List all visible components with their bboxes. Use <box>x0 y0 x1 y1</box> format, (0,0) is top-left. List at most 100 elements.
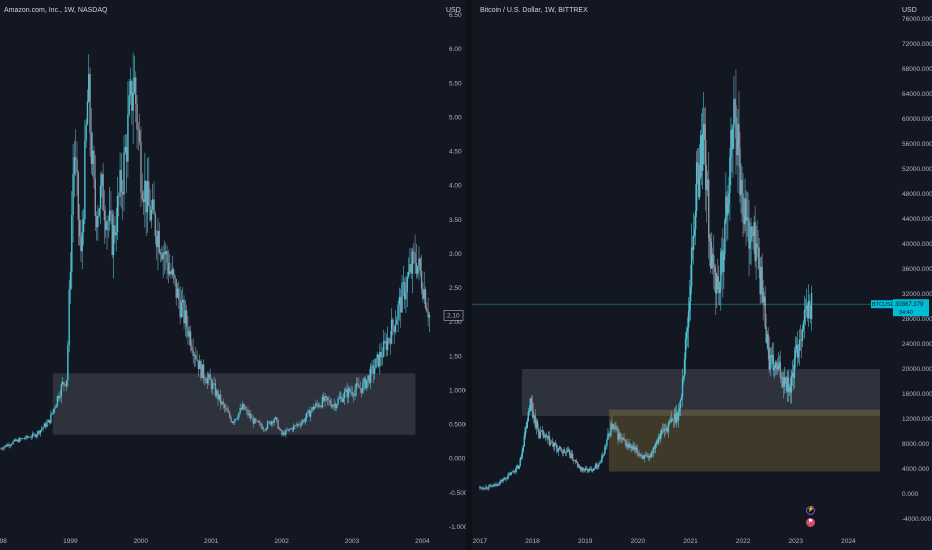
candle-body <box>394 324 397 332</box>
candle-body <box>148 181 150 206</box>
candle-body <box>41 428 43 431</box>
candle-body <box>0 448 3 450</box>
candle-body <box>514 471 516 472</box>
candle-body <box>427 311 429 318</box>
lightning-icon[interactable]: ⚡ <box>806 506 815 515</box>
flag-icon[interactable]: ⚑ <box>806 518 815 527</box>
panel-divider[interactable] <box>466 0 472 550</box>
candle-body <box>542 430 545 438</box>
y-tick-label: 3.00 <box>449 251 462 258</box>
candle-body <box>546 436 549 439</box>
candle-body <box>366 380 368 389</box>
candle-body <box>709 238 711 242</box>
candle-body <box>180 302 183 318</box>
x-tick-label: 2001 <box>204 538 219 545</box>
candle-body <box>759 269 761 295</box>
candle-body <box>324 396 326 402</box>
candle-body <box>106 221 108 231</box>
candle-body <box>61 382 64 385</box>
y-tick-label: 4.00 <box>449 183 462 190</box>
y-tick-label: 76000.000 <box>902 16 932 23</box>
candle-body <box>12 441 14 445</box>
candle-body <box>325 396 328 398</box>
candle-body <box>737 124 739 156</box>
x-tick-label: 2021 <box>683 538 698 545</box>
candle-body <box>230 417 232 422</box>
price-badge-countdown: 34:40 <box>899 310 913 316</box>
candle-body <box>554 442 557 445</box>
candle-body <box>300 422 303 426</box>
y-tick-label: 2.00 <box>449 319 462 326</box>
candle-body <box>597 466 599 467</box>
candle-body <box>626 443 628 447</box>
btc-chart-panel[interactable]: Bitcoin / U.S. Dollar, 1W, BITTREX USD 7… <box>472 0 932 550</box>
candle-body <box>706 189 708 191</box>
candle-body <box>623 438 625 440</box>
candle-body <box>166 251 168 263</box>
candle-body <box>356 383 359 385</box>
candle-body <box>370 366 372 383</box>
candle-body <box>26 435 29 438</box>
candle-body <box>182 299 184 303</box>
candle-body <box>775 362 777 366</box>
candle-body <box>25 435 27 439</box>
candle-body <box>502 479 504 482</box>
candle-body <box>84 140 86 220</box>
candle-body <box>56 396 59 406</box>
candle-body <box>691 247 694 251</box>
candle-body <box>715 272 717 294</box>
candle-body <box>31 433 34 438</box>
candle-body <box>806 305 809 319</box>
amzn-chart-panel[interactable]: Amazon.com, Inc., 1W, NASDAQ USD 6.50 6.0… <box>0 0 466 550</box>
candle-body <box>725 196 727 220</box>
candle-body <box>594 468 596 469</box>
candle-body <box>590 468 592 470</box>
candle-body <box>171 269 173 275</box>
candle-body <box>67 345 69 381</box>
candle-body <box>528 410 530 412</box>
btc-chart-svg[interactable]: 76000.000 72000.000 68000.000 64000.000 6000… <box>472 0 932 550</box>
candle-body <box>752 231 754 237</box>
candle-body <box>575 461 578 463</box>
candle-body <box>60 384 63 397</box>
candle-body <box>698 176 701 197</box>
candle-body <box>86 101 89 125</box>
y-tick-label: 44000.000 <box>902 216 932 223</box>
candle-body <box>665 428 668 430</box>
candle-body <box>704 124 706 140</box>
candle-body <box>329 400 331 405</box>
candle-body <box>785 381 788 392</box>
candle-body <box>414 252 416 263</box>
candle-body <box>614 426 616 429</box>
candle-body <box>719 289 721 293</box>
candle-body <box>225 408 227 409</box>
candle-body <box>388 338 390 339</box>
candle-body <box>415 262 418 274</box>
candle-body <box>726 196 728 216</box>
candle-body <box>88 73 90 102</box>
candle-body <box>803 310 806 323</box>
left-chart-title: Amazon.com, Inc., 1W, NASDAQ <box>4 7 108 14</box>
candle-body <box>750 226 752 242</box>
candle-body <box>552 442 555 447</box>
candle-body <box>634 446 636 450</box>
candle-body <box>529 398 532 411</box>
candle-body <box>583 469 585 471</box>
candle-body <box>276 417 278 420</box>
candle-body <box>204 378 206 382</box>
candle-body <box>791 372 794 376</box>
candle-body <box>655 441 658 446</box>
candle-body <box>758 247 760 270</box>
candle-body <box>266 422 269 429</box>
candle-body <box>358 384 360 389</box>
candle-body <box>411 251 414 274</box>
amzn-chart-svg[interactable]: 6.50 6.00 5.50 5.00 4.50 4.00 3.50 3.00 2.50 2.00… <box>0 0 466 550</box>
candle-body <box>605 445 607 447</box>
candle-body <box>422 288 424 299</box>
candle-body <box>289 429 291 430</box>
candle-body <box>200 360 202 379</box>
candle-body <box>312 406 314 410</box>
candle-body <box>7 444 9 447</box>
y-tick-label: 36000.000 <box>902 266 932 273</box>
candle-body <box>161 254 163 260</box>
